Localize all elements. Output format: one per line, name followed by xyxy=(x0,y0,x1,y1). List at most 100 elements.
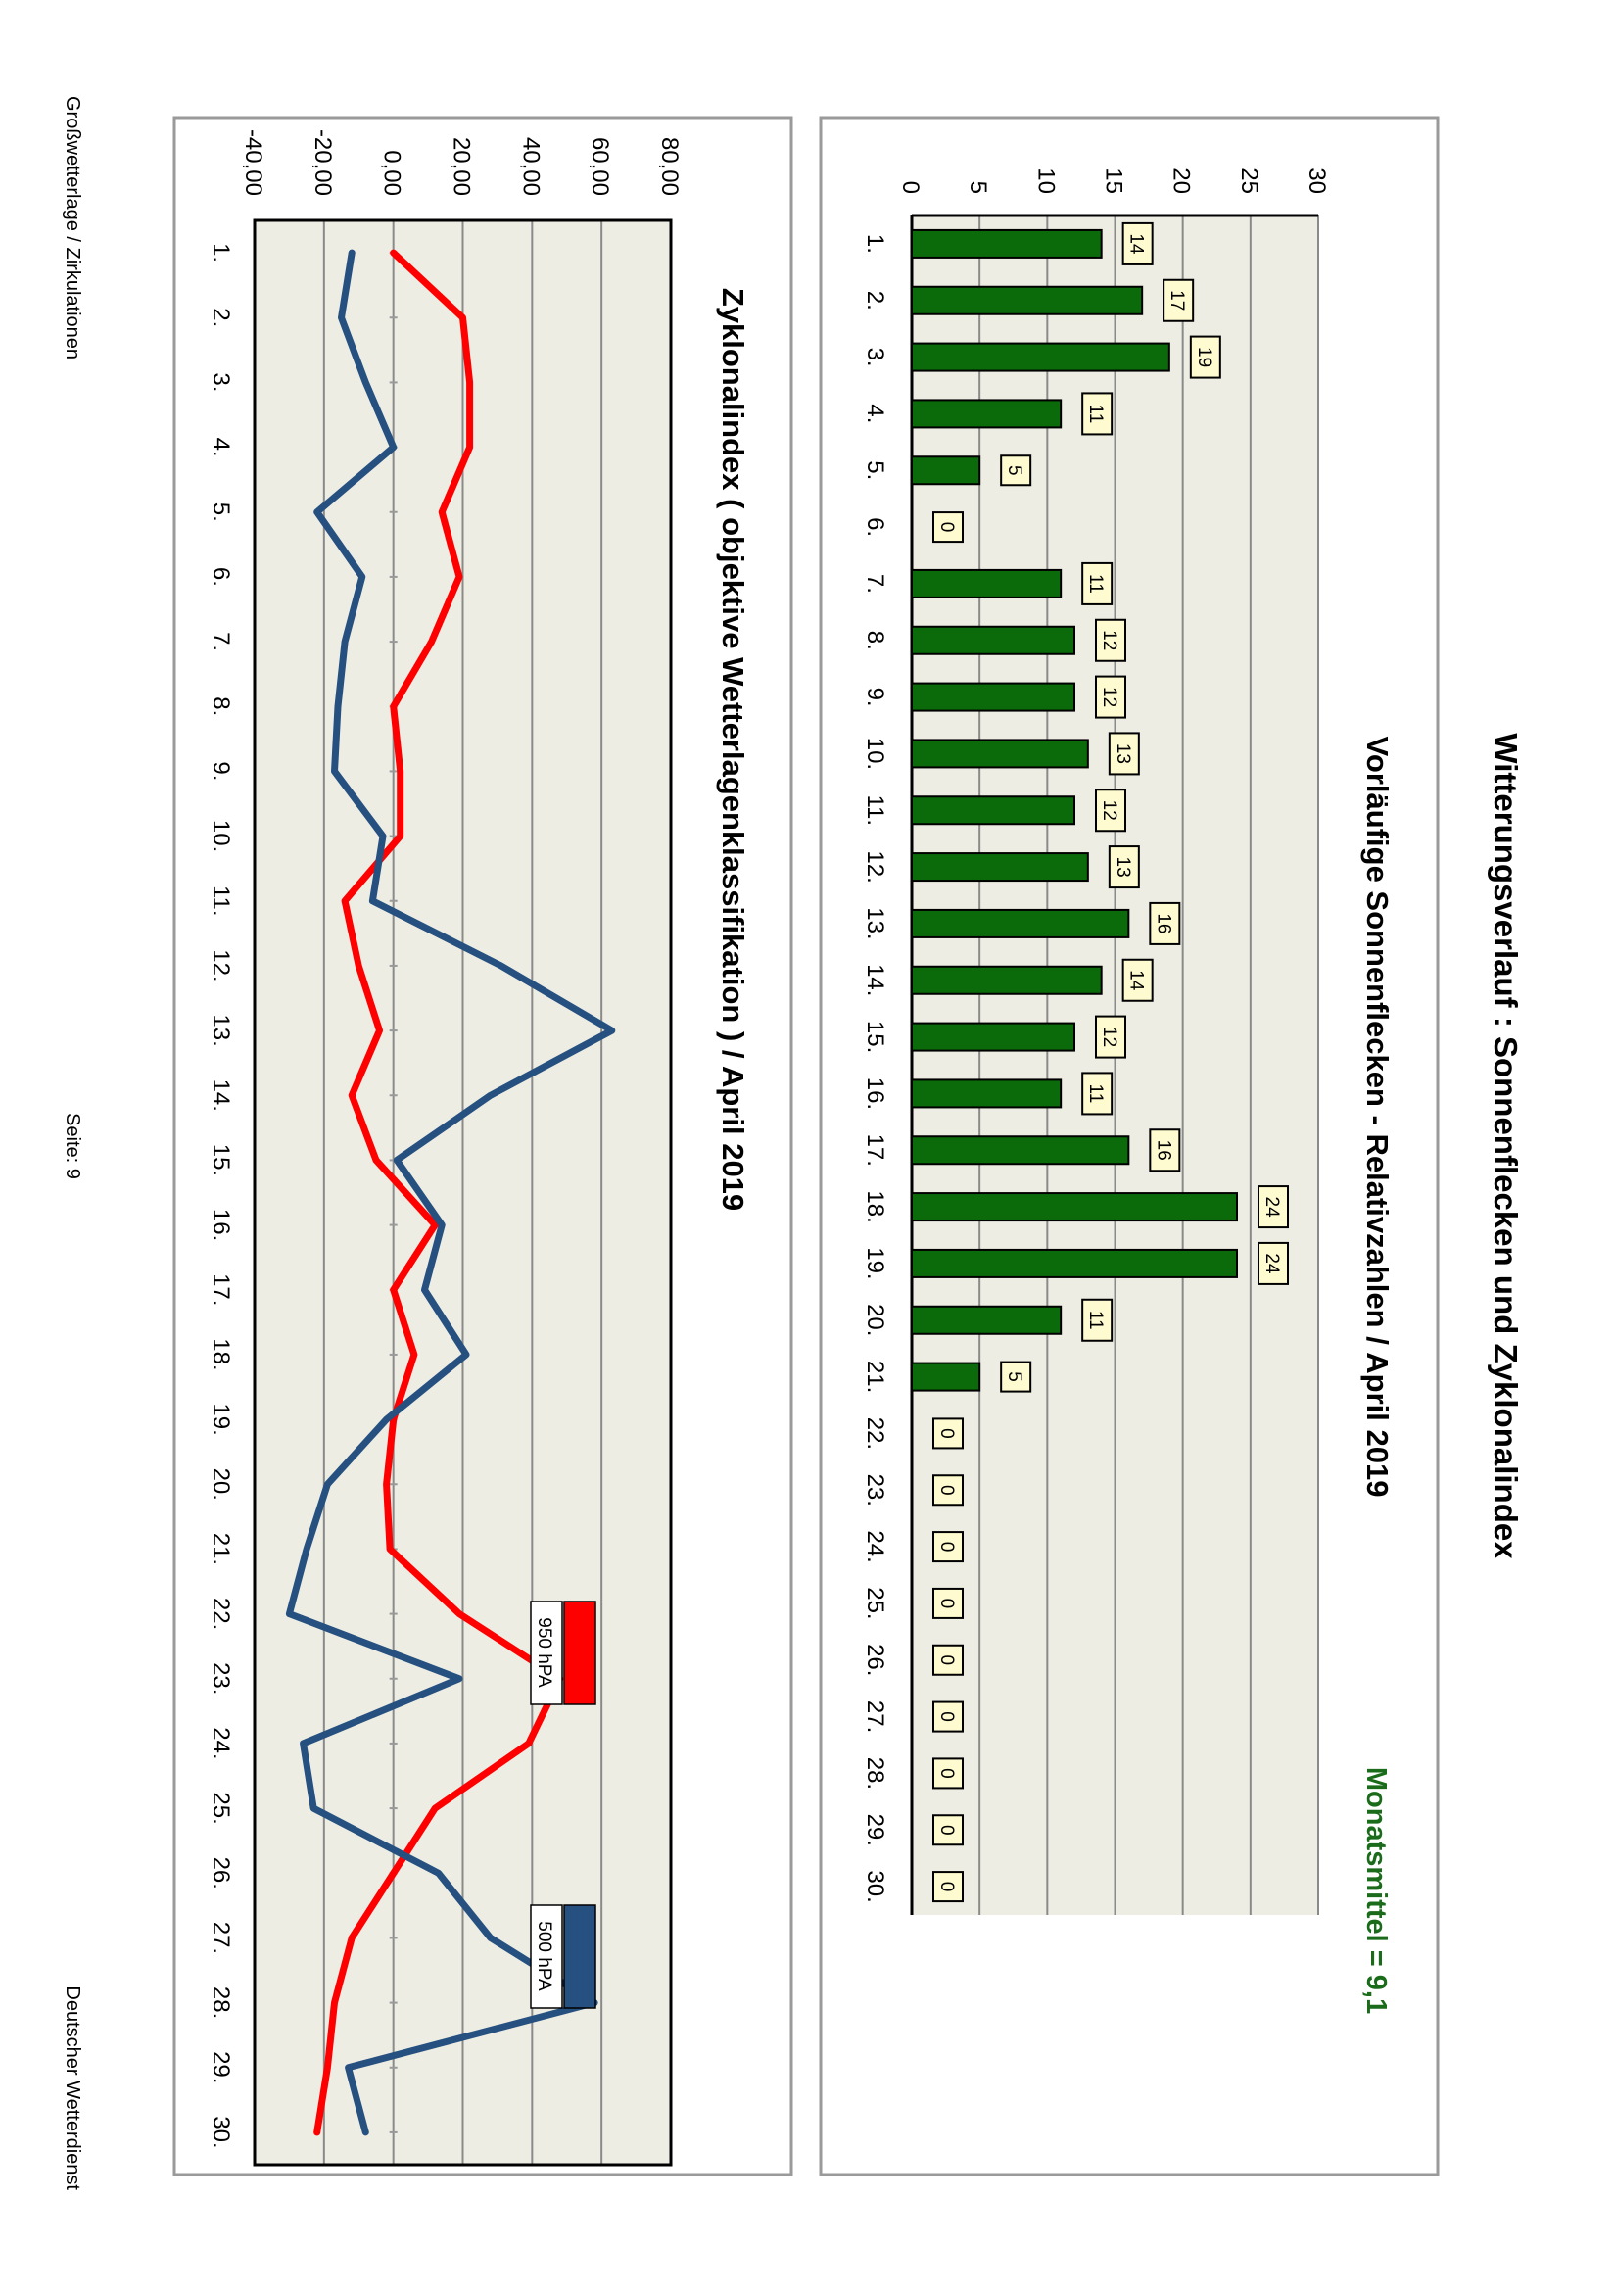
x-tick-label: 10. xyxy=(208,820,234,852)
data-label: 16 xyxy=(1153,1140,1173,1161)
data-label-box xyxy=(1149,901,1181,945)
data-label-box xyxy=(1258,1185,1289,1229)
data-label-box xyxy=(932,1814,964,1846)
bar xyxy=(911,682,1075,712)
x-tick-label: 1. xyxy=(862,234,888,254)
x-tick-label: 5. xyxy=(862,460,888,480)
data-label-box xyxy=(1108,845,1140,889)
x-tick-label: 18. xyxy=(862,1190,888,1222)
x-tick-label: 6. xyxy=(208,567,234,587)
cyclonality-plot-area: -40,00 -20,00 0,00 20,00 40,00 60,00 80,00 1. 2.… xyxy=(208,129,683,2167)
x-tick-label: 11. xyxy=(862,794,888,826)
x-tick-label: 7. xyxy=(862,574,888,594)
data-label: 0 xyxy=(936,1768,957,1779)
cyclonality-chart: Zyklonalindex ( objektive Wetterlagenkla… xyxy=(172,116,793,2176)
data-label-box xyxy=(1121,958,1154,1002)
data-label-box xyxy=(1095,618,1126,662)
data-label: 16 xyxy=(1153,913,1173,933)
footer-right: Deutscher Wetterdienst xyxy=(62,1985,83,2190)
series-line-950-hpa xyxy=(313,249,564,2136)
data-label: 0 xyxy=(936,1711,957,1722)
x-tick-label: 30. xyxy=(862,1870,888,1902)
y-tick-label: 20 xyxy=(1168,167,1195,194)
data-label-box xyxy=(932,1644,964,1676)
x-tick-label: 4. xyxy=(208,438,234,457)
x-tick-label: 16. xyxy=(208,1209,234,1241)
x-tick-label: 25. xyxy=(208,1792,234,1824)
x-tick-label: 13. xyxy=(208,1014,234,1046)
bar xyxy=(911,1305,1063,1335)
x-tick-label: 2. xyxy=(208,308,234,327)
x-tick-label: 27. xyxy=(208,1922,234,1954)
data-label: 11 xyxy=(1085,405,1106,424)
data-label: 19 xyxy=(1194,347,1214,367)
data-label: 0 xyxy=(936,1485,957,1496)
y-tick-label: 20,00 xyxy=(449,137,475,196)
data-label-box xyxy=(1081,561,1114,605)
x-tick-label: 17. xyxy=(862,1134,888,1167)
y-tick-label: -40,00 xyxy=(240,129,266,196)
x-tick-label: 19. xyxy=(862,1247,888,1279)
data-label: 0 xyxy=(936,1428,957,1439)
data-label: 5 xyxy=(1004,1371,1024,1382)
x-tick-label: 12. xyxy=(862,850,888,883)
x-tick-label: 28. xyxy=(208,1986,234,2019)
data-label: 12 xyxy=(1099,1027,1119,1047)
series-line-500-hpa xyxy=(285,249,616,2136)
sunspot-chart-title: Vorläufige Sonnenflecken - Relativzahlen… xyxy=(1360,737,1395,1498)
bar xyxy=(911,399,1063,429)
y-tick-label: 0 xyxy=(897,181,924,194)
data-label-box xyxy=(1095,789,1126,833)
y-tick-label: -20,00 xyxy=(309,129,336,196)
bar xyxy=(911,625,1075,655)
data-label: 13 xyxy=(1113,743,1133,764)
data-label: 14 xyxy=(1126,233,1147,255)
data-label: 0 xyxy=(936,1654,957,1665)
x-tick-label: 16. xyxy=(862,1077,888,1110)
data-label: 0 xyxy=(936,1882,957,1892)
data-label: 12 xyxy=(1099,800,1119,821)
x-tick-label: 13. xyxy=(862,907,888,939)
x-tick-label: 12. xyxy=(208,949,234,981)
y-tick-label: 60,00 xyxy=(587,137,613,196)
bar xyxy=(911,228,1103,259)
bar xyxy=(911,1078,1063,1109)
x-tick-label: 4. xyxy=(862,404,888,423)
bar xyxy=(911,1192,1238,1222)
data-label: 13 xyxy=(1113,857,1133,878)
x-tick-label: 9. xyxy=(208,761,234,781)
bar xyxy=(911,908,1130,938)
x-tick-label: 24. xyxy=(208,1727,234,1759)
bar xyxy=(911,795,1075,826)
data-label-box xyxy=(932,1531,964,1563)
data-label: 5 xyxy=(1004,465,1024,476)
data-label-box xyxy=(932,511,964,544)
data-label-box xyxy=(1108,732,1140,776)
x-tick-label: 1. xyxy=(208,243,234,263)
footer-page-number: Seite: 9 xyxy=(62,1113,83,1179)
x-tick-label: 15. xyxy=(208,1144,234,1176)
x-tick-label: 22. xyxy=(862,1417,888,1450)
bar xyxy=(911,1248,1238,1278)
legend-swatch xyxy=(563,1904,596,2009)
x-tick-label: 26. xyxy=(862,1644,888,1676)
x-tick-label: 14. xyxy=(208,1079,234,1112)
legend-swatch xyxy=(563,1601,596,1705)
y-tick-label: 15 xyxy=(1101,167,1127,194)
x-tick-label: 29. xyxy=(862,1814,888,1846)
y-tick-label: 30 xyxy=(1304,167,1330,194)
data-label: 12 xyxy=(1099,630,1119,650)
data-label: 11 xyxy=(1085,574,1106,594)
data-label: 0 xyxy=(936,522,957,533)
bar xyxy=(911,455,981,486)
x-tick-label: 27. xyxy=(862,1700,888,1733)
data-label: 12 xyxy=(1099,687,1119,707)
x-tick-label: 17. xyxy=(208,1273,234,1306)
data-label-box xyxy=(1095,675,1126,719)
data-label-box xyxy=(932,1757,964,1790)
x-tick-label: 2. xyxy=(862,291,888,311)
data-label: 14 xyxy=(1126,970,1147,991)
bar xyxy=(911,1362,981,1392)
cyclonality-chart-title: Zyklonalindex ( objektive Wetterlagenkla… xyxy=(716,288,750,1211)
x-tick-label: 9. xyxy=(862,688,888,707)
